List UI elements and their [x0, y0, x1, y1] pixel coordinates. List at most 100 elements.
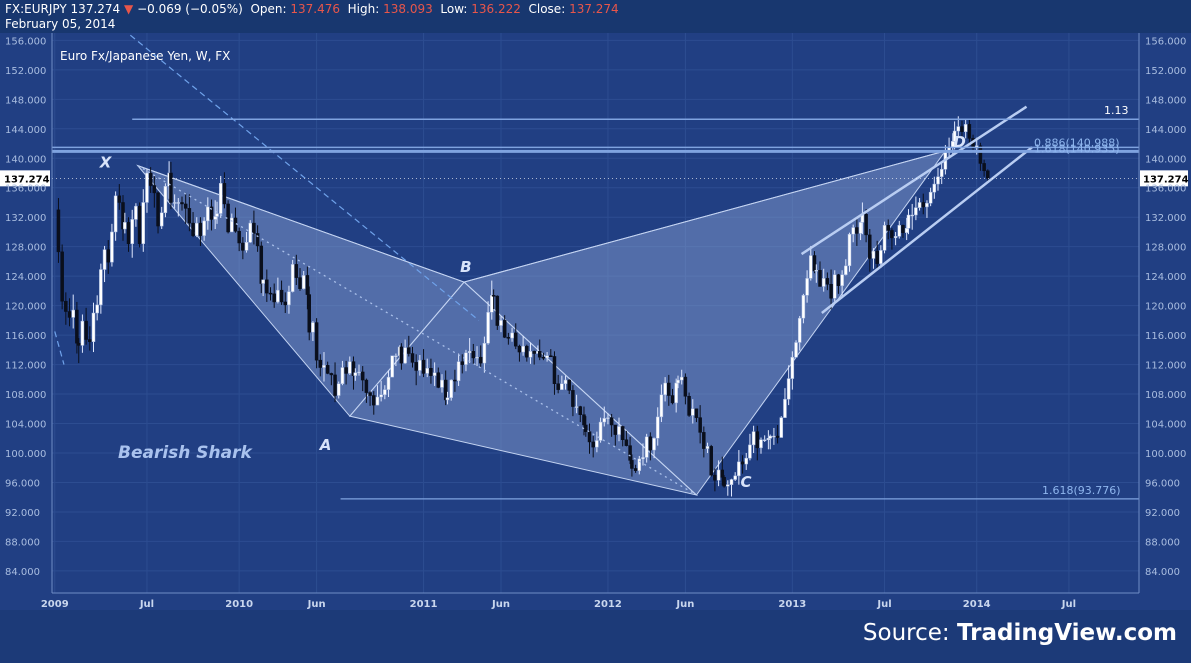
candle-body: [259, 245, 264, 284]
candle-body: [705, 446, 710, 449]
candle-body: [805, 278, 809, 296]
candle-body: [768, 435, 772, 439]
candle-body: [936, 176, 940, 185]
candle-body: [726, 484, 730, 487]
price-chart[interactable]: 1.13 0.886(140.988)1.618(140.935) 1.618(93…: [0, 33, 1191, 610]
candle-body: [183, 203, 188, 209]
candle-body: [812, 255, 817, 272]
level-label-1-13: 1.13: [1104, 104, 1129, 117]
candle-body: [375, 396, 380, 406]
candle-body: [674, 382, 678, 404]
candle-body: [364, 379, 369, 393]
x-tick: 2013: [778, 599, 806, 610]
candle-body: [755, 431, 760, 449]
candle-body: [482, 342, 487, 364]
high-value: 138.093: [383, 2, 433, 16]
candle-body: [541, 356, 546, 359]
candle-body: [904, 228, 909, 233]
candle-body: [194, 222, 199, 236]
source-credit: Source: TradingView.com: [863, 620, 1177, 646]
open-label: Open:: [250, 2, 287, 16]
candle-body: [818, 270, 822, 287]
candle-body: [301, 275, 306, 289]
candle-body: [549, 355, 553, 357]
candle-body: [106, 249, 110, 263]
candle-body: [490, 295, 494, 313]
x-tick: Jun: [491, 599, 510, 610]
candle-body: [670, 395, 675, 404]
candle-body: [620, 426, 625, 440]
candle-body: [525, 345, 529, 358]
candle-body: [694, 408, 699, 418]
candle-body: [287, 291, 291, 306]
candle-body: [925, 202, 929, 208]
candle-body: [748, 444, 752, 459]
candle-body: [720, 469, 725, 478]
candle-body: [893, 236, 898, 239]
candle-body: [360, 371, 365, 381]
candle-body: [336, 383, 341, 396]
candle-body: [298, 277, 302, 289]
candle-body: [198, 222, 203, 236]
candle-body: [917, 202, 922, 208]
candle-body: [311, 322, 315, 333]
channel-upper: [800, 105, 1028, 256]
candle-body: [786, 378, 791, 400]
y-tick-right: 104.000: [1145, 420, 1186, 431]
candle-body: [329, 373, 334, 376]
candle-body: [399, 346, 404, 364]
candle-body: [637, 458, 642, 471]
candle-body: [449, 379, 453, 398]
candle-body: [847, 233, 852, 267]
candle-body: [921, 202, 926, 208]
candle-body: [176, 202, 181, 204]
candle-body: [591, 441, 595, 448]
candle-body: [222, 183, 227, 205]
level-label-1-618-upper: 1.618(140.935): [1034, 142, 1120, 155]
symbol-name[interactable]: FX:EURJPY: [5, 2, 67, 16]
candle-body: [928, 191, 933, 204]
candle-body: [897, 225, 902, 237]
close-value: 137.274: [569, 2, 619, 16]
candle-body: [709, 446, 713, 476]
candle-body: [910, 214, 914, 217]
candle-body: [152, 185, 157, 194]
candle-body: [602, 418, 607, 423]
candle-body: [633, 468, 638, 471]
grid-lines: [52, 33, 1139, 593]
candle-body: [213, 216, 217, 220]
y-tick-right: 96.000: [1145, 478, 1180, 489]
candle-body: [978, 145, 983, 164]
candle-body: [322, 365, 326, 368]
y-tick-right: 100.000: [1145, 449, 1186, 460]
x-tick: 2014: [963, 599, 991, 610]
candle-body: [325, 365, 330, 374]
candle-body: [840, 274, 844, 286]
candle-body: [130, 219, 134, 244]
candle-body: [687, 396, 691, 416]
candle-body: [71, 309, 75, 318]
dashed-trendline: [126, 33, 480, 321]
harmonic-pattern: [136, 150, 947, 496]
leg-xb: [137, 165, 465, 283]
y-tick-left: 112.000: [5, 361, 46, 372]
candle-body: [963, 124, 968, 132]
y-tick-right: 152.000: [1145, 66, 1186, 77]
candle-body: [521, 345, 525, 353]
candle-body: [425, 368, 429, 374]
candle-body: [875, 250, 879, 264]
candle-body: [967, 124, 972, 139]
y-tick-right: 148.000: [1145, 95, 1186, 106]
candle-body: [506, 337, 511, 339]
candle-body: [855, 227, 859, 234]
y-tick-right: 92.000: [1145, 508, 1180, 519]
candle-body: [117, 195, 122, 203]
candle-body: [126, 222, 131, 244]
candle-body: [429, 368, 433, 376]
y-tick-left: 152.000: [5, 66, 46, 77]
candle-body: [556, 383, 560, 390]
y-tick-left: 120.000: [5, 302, 46, 313]
candle-body: [956, 126, 961, 132]
candle-body: [268, 292, 273, 295]
candle-body: [499, 320, 503, 326]
